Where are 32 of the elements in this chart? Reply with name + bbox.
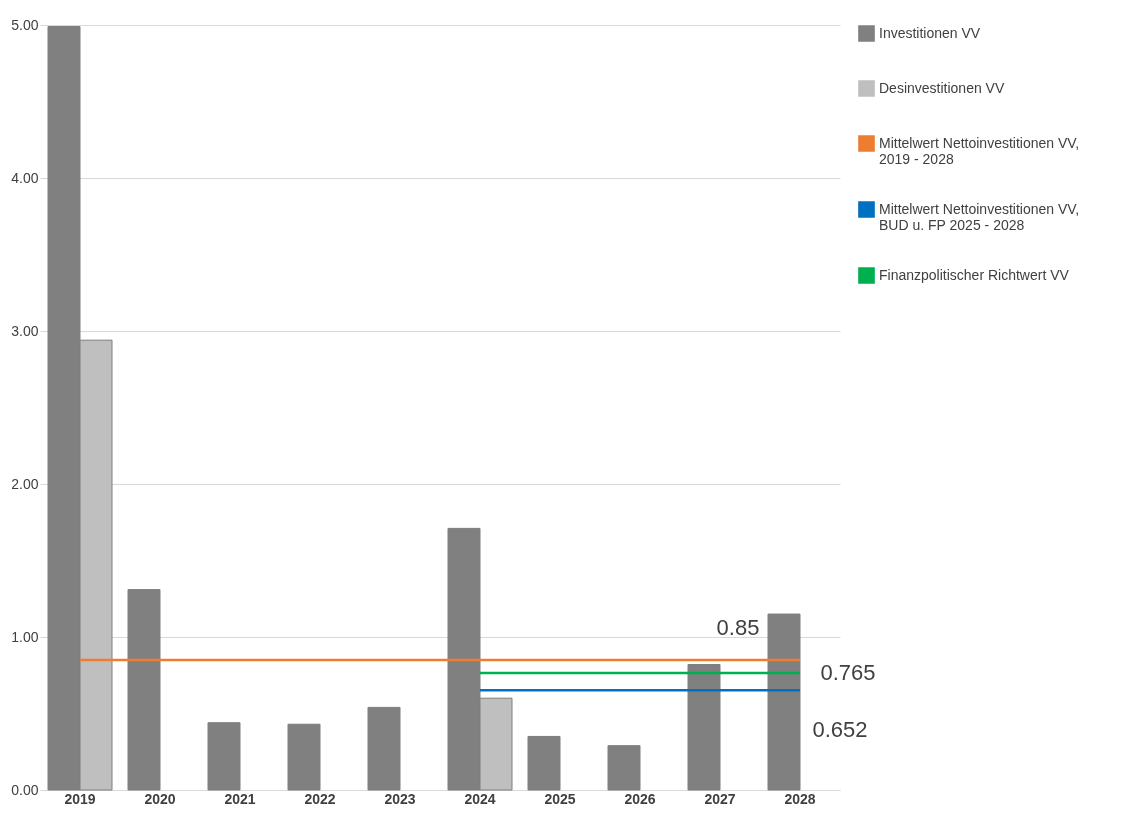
- x-tick-label: 2019: [64, 790, 96, 807]
- y-tick-label: 1.00: [11, 628, 39, 645]
- x-tick-label: 2025: [544, 790, 576, 807]
- annotation: 0.765: [820, 659, 876, 685]
- bar: [127, 589, 161, 791]
- legend-label: Finanzpolitischer Richtwert VV: [879, 266, 1070, 283]
- x-tick-label: 2028: [784, 790, 816, 807]
- y-tick-label: 4.00: [11, 169, 39, 186]
- bar: [527, 735, 561, 791]
- bar: [767, 613, 801, 791]
- x-tick-label: 2026: [624, 790, 656, 807]
- annotation: 0.652: [812, 717, 868, 743]
- bar: [207, 722, 241, 791]
- x-tick-label: 2022: [304, 790, 336, 807]
- y-tick-label: 3.00: [11, 322, 39, 339]
- bar: [607, 745, 641, 791]
- y-tick-label: 2.00: [11, 475, 39, 492]
- x-tick-label: 2020: [144, 790, 176, 807]
- legend-label: Mittelwert Nettoinvestitionen VV, BUD u. FP 2025 - 2028: [879, 200, 1080, 233]
- x-tick-label: 2027: [704, 790, 736, 807]
- bar: [287, 723, 321, 791]
- x-tick-label: 2024: [464, 790, 496, 807]
- legend-label: Investitionen VV: [879, 24, 981, 41]
- legend-label: Desinvestitionen VV: [879, 79, 1005, 96]
- y-tick-label: 0.00: [11, 781, 39, 798]
- x-tick-label: 2023: [384, 790, 416, 807]
- annotation: 0.85: [716, 614, 760, 640]
- bar: [687, 664, 721, 791]
- y-tick-label: 5.00: [11, 16, 39, 33]
- bar: [367, 706, 401, 791]
- x-tick-label: 2021: [224, 790, 256, 807]
- legend-label: Mittelwert Nettoinvestitionen VV, 2019 - 2028: [879, 134, 1080, 167]
